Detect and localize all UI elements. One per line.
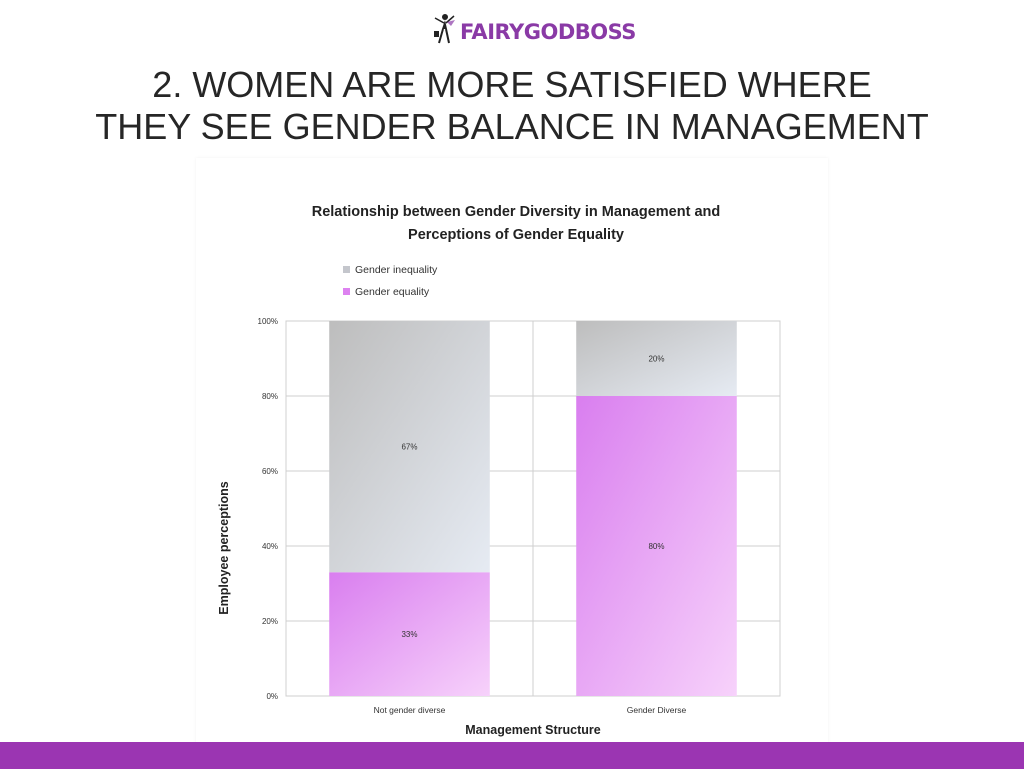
- slide-title: 2. WOMEN ARE MORE SATISFIED WHERE THEY S…: [0, 64, 1024, 148]
- stacked-bar-chart: 0% 20% 40% 60% 80% 100% 33% 67% Not gender diver…: [217, 204, 781, 737]
- x-tick-label: Gender Diverse: [627, 705, 687, 715]
- bar-segment: [329, 321, 490, 573]
- y-tick-label: 100%: [258, 317, 278, 326]
- legend-swatch: [343, 288, 350, 295]
- bar-segment: [329, 572, 490, 696]
- brand-name: FAIRYGODBOSS: [460, 19, 636, 44]
- legend-swatch: [343, 266, 350, 273]
- x-axis-label: Management Structure: [465, 723, 600, 737]
- y-tick-label: 20%: [262, 617, 278, 626]
- y-tick-label: 40%: [262, 542, 278, 551]
- chart-legend: Gender inequality Gender equality: [343, 264, 438, 298]
- x-tick-label: Not gender diverse: [374, 705, 446, 715]
- bar-segment: [576, 396, 737, 696]
- legend-label: Gender equality: [355, 286, 430, 298]
- slide-title-line-1: 2. WOMEN ARE MORE SATISFIED WHERE: [152, 64, 872, 105]
- bar-data-label: 20%: [648, 355, 664, 364]
- bar-data-label: 80%: [648, 542, 664, 551]
- fairy-figure-icon: [432, 12, 456, 51]
- chart-panel: 0% 20% 40% 60% 80% 100% 33% 67% Not gender diver…: [196, 158, 828, 746]
- y-axis-label: Employee perceptions: [217, 481, 231, 614]
- brand-logo: FAIRYGODBOSS: [0, 10, 1024, 50]
- bar-layer: [329, 321, 737, 696]
- bar-data-label: 67%: [401, 443, 417, 452]
- y-tick-label: 0%: [266, 692, 278, 701]
- footer-bar: [0, 742, 1024, 769]
- chart-title-line-2: Perceptions of Gender Equality: [408, 227, 624, 243]
- bar-segment: [576, 321, 737, 396]
- y-tick-label: 60%: [262, 467, 278, 476]
- chart-title-line-1: Relationship between Gender Diversity in…: [312, 204, 721, 220]
- slide-title-line-2: THEY SEE GENDER BALANCE IN MANAGEMENT: [95, 106, 929, 147]
- y-tick-label: 80%: [262, 392, 278, 401]
- bar-data-label: 33%: [401, 630, 417, 639]
- legend-label: Gender inequality: [355, 264, 438, 276]
- label-layer: 0% 20% 40% 60% 80% 100% 33% 67% Not gender diver…: [258, 317, 687, 715]
